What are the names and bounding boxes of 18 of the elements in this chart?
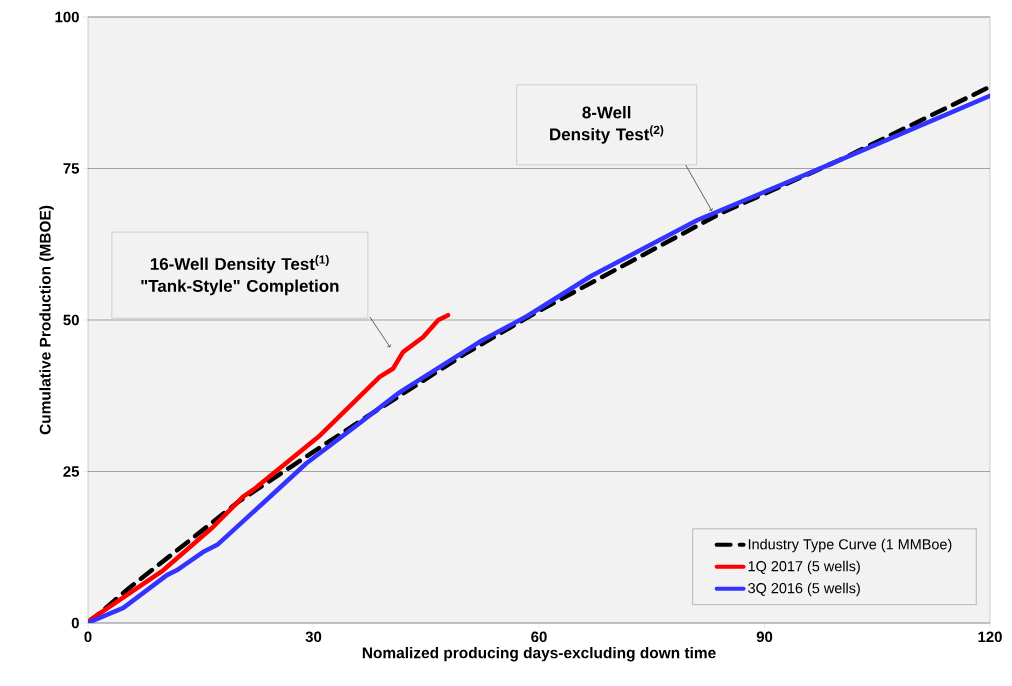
y-tick-label: 0	[71, 617, 79, 629]
y-axis-title: Cumulative Production (MBOE)	[39, 205, 54, 435]
y-tick-label: 75	[63, 163, 80, 174]
x-tick-label: 90	[756, 631, 773, 643]
x-tick-label: 120	[978, 631, 1002, 643]
annotation: 16-Well Density Test$^{(1)}$ "Tank-Style" Completion	[141, 255, 339, 296]
annotation: 8-Well Density Test$^{(2)}$	[550, 106, 664, 144]
x-tick-label: 30	[305, 631, 322, 643]
x-tick-label: 0	[84, 631, 92, 643]
line-series	[88, 312, 451, 623]
x-tick-label: 60	[531, 631, 547, 643]
y-tick-label: 25	[63, 466, 80, 477]
legend-label: 3Q 2016 (5 wells)	[748, 582, 860, 597]
legend-label: 1Q 2017 (5 wells)	[748, 560, 860, 575]
legend-label: Industry Type Curve (1 MMBoe)	[748, 538, 952, 553]
y-tick-label: 50	[63, 314, 79, 326]
y-tick-label: 100	[55, 11, 79, 23]
x-axis-title: Nomalized producing days-excluding down time	[362, 646, 716, 662]
